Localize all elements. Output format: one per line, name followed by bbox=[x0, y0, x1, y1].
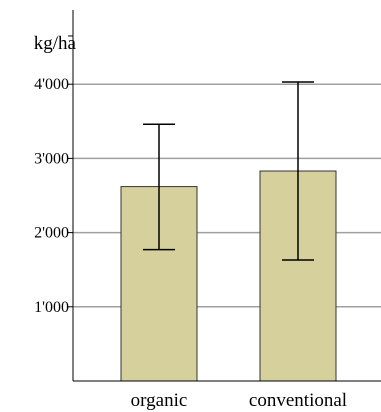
x-category-label: conventional bbox=[249, 390, 347, 411]
bars bbox=[120, 170, 337, 382]
x-category-label: organic bbox=[131, 390, 188, 411]
y-tick-label: 3'000 bbox=[34, 150, 69, 167]
error-bars bbox=[143, 81, 314, 261]
y-tick-label: 4'000 bbox=[34, 76, 69, 93]
y-axis-unit-label: kg/ha bbox=[34, 33, 77, 54]
y-tick-label: 2'000 bbox=[34, 225, 69, 242]
x-category-labels: organic conventional bbox=[131, 390, 347, 411]
y-tick-labels: 1'000 2'000 3'000 4'000 bbox=[34, 35, 73, 316]
y-tick-label: 1'000 bbox=[34, 299, 69, 316]
